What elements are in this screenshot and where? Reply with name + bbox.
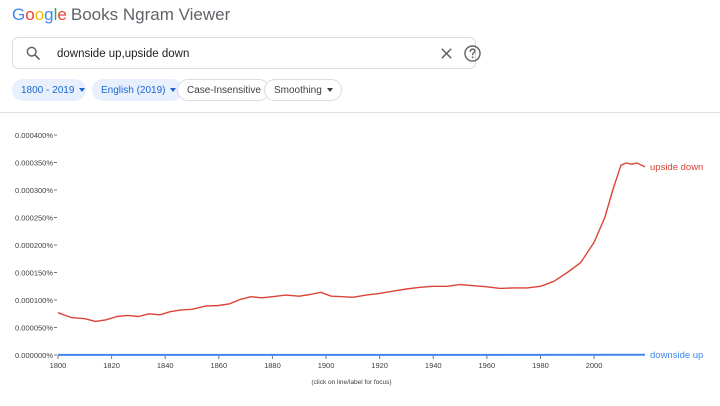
logo-letter: e (57, 5, 67, 24)
y-tick-label: 0.000050% (15, 324, 53, 333)
caret-down-icon (79, 88, 86, 92)
y-tick-label: 0.000200% (15, 241, 53, 250)
caret-down-icon (170, 88, 177, 92)
search-input[interactable] (57, 44, 417, 64)
search-icon (26, 46, 40, 60)
search-box (12, 37, 481, 69)
x-tick-label: 1840 (157, 361, 174, 370)
ngram-chart-svg: 0.000000% 0.000050% 0.000100% 0.000150% 0.00… (15, 131, 703, 386)
app-title: Books Ngram Viewer (70, 5, 231, 24)
year-range-label: 1800 - 2019 (21, 84, 75, 96)
x-tick-label: 1800 (50, 361, 67, 370)
y-tick-label: 0.000000% (15, 351, 53, 360)
logo-letter: G (12, 5, 26, 24)
x-tick-label: 1880 (264, 361, 281, 370)
smoothing-label: Smoothing (274, 84, 322, 96)
caret-down-icon (326, 88, 333, 92)
series-label-upside-down[interactable]: upside down (650, 162, 703, 173)
y-tick-label: 0.000100% (15, 296, 53, 305)
logo-letter: o (25, 5, 35, 24)
chart-footnote: (click on line/label for focus) (311, 379, 391, 386)
x-tick-label: 1940 (425, 361, 442, 370)
ngram-chart: 0.000000% 0.000050% 0.000100% 0.000150% 0.00… (0, 113, 720, 406)
year-range-dropdown[interactable]: 1800 - 2019 (12, 79, 86, 101)
google-logo: Google (12, 5, 67, 25)
series-label-downside-up[interactable]: downside up (650, 350, 703, 361)
header-divider (0, 112, 720, 113)
y-tick-label: 0.000300% (15, 186, 53, 195)
case-insensitive-label: Case-Insensitive (187, 84, 261, 96)
logo-letter: o (34, 5, 45, 24)
help-circle-icon[interactable] (463, 44, 482, 63)
y-tick-label: 0.000350% (15, 159, 53, 168)
y-tick-label: 0.000150% (15, 269, 53, 278)
corpus-label: English (2019) (101, 84, 166, 96)
x-tick-label: 2000 (586, 361, 603, 370)
x-tick-label: 1980 (532, 361, 549, 370)
y-tick-label: 0.000250% (15, 214, 53, 223)
x-tick-label: 1920 (371, 361, 388, 370)
case-insensitive-toggle[interactable]: Case-Insensitive (177, 79, 270, 101)
x-tick-label: 1860 (210, 361, 227, 370)
x-tick-label: 1960 (479, 361, 496, 370)
corpus-dropdown[interactable]: English (2019) (92, 79, 183, 101)
close-icon[interactable] (438, 45, 455, 62)
ngram-viewer-logo[interactable]: Google Books Ngram Viewer (12, 5, 230, 27)
series-line-upside-down[interactable] (57, 162, 646, 323)
logo-letter: g (44, 5, 54, 24)
smoothing-dropdown[interactable]: Smoothing (264, 79, 342, 101)
x-tick-label: 1820 (103, 361, 120, 370)
x-tick-label: 1900 (318, 361, 335, 370)
y-tick-label: 0.000400% (15, 131, 53, 140)
logo-letter: l (53, 5, 58, 24)
